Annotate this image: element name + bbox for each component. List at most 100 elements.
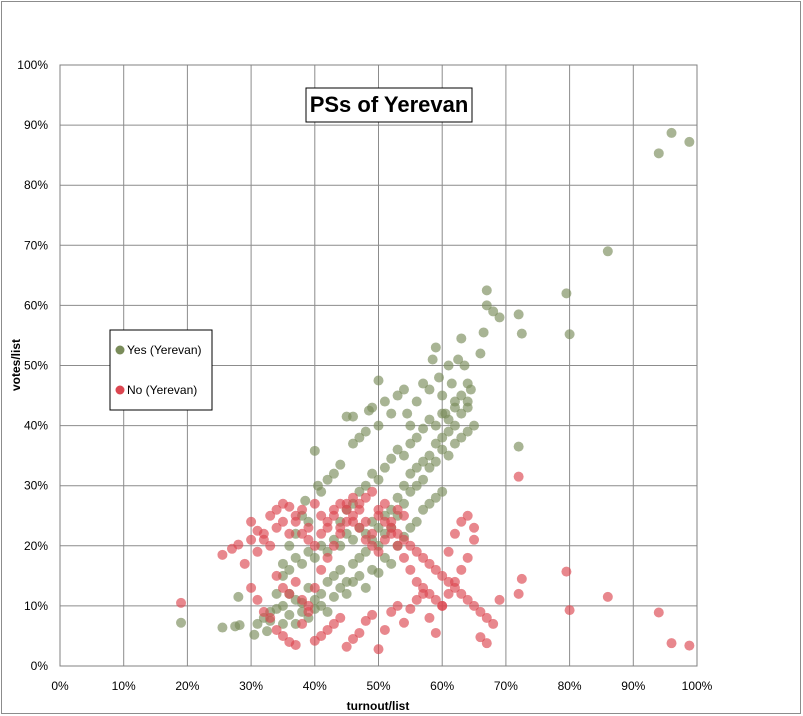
- point-no: [424, 612, 435, 623]
- point-no: [217, 549, 228, 560]
- point-yes: [249, 629, 260, 640]
- point-yes: [443, 414, 454, 425]
- x-axis-title: turnout/list: [347, 699, 410, 713]
- x-tick-label: 90%: [621, 679, 645, 693]
- point-yes: [284, 564, 295, 575]
- point-yes: [277, 618, 288, 629]
- point-no: [561, 566, 572, 577]
- point-no: [246, 534, 257, 545]
- point-yes: [316, 588, 327, 599]
- point-yes: [456, 390, 467, 401]
- point-no: [290, 639, 301, 650]
- point-yes: [341, 588, 352, 599]
- point-yes: [405, 438, 416, 449]
- point-yes: [367, 402, 378, 413]
- point-no: [494, 594, 505, 605]
- point-yes: [666, 127, 677, 138]
- point-yes: [335, 582, 346, 593]
- point-no: [258, 606, 269, 617]
- point-yes: [379, 396, 390, 407]
- point-no: [469, 600, 480, 611]
- y-axis-title: votes/list: [9, 339, 23, 391]
- point-yes: [379, 552, 390, 563]
- point-no: [297, 594, 308, 605]
- point-yes: [392, 390, 403, 401]
- point-yes: [322, 576, 333, 587]
- point-no: [328, 540, 339, 551]
- point-no: [373, 504, 384, 515]
- point-no: [265, 540, 276, 551]
- point-yes: [398, 450, 409, 461]
- point-yes: [271, 588, 282, 599]
- point-no: [456, 564, 467, 575]
- x-tick-label: 30%: [239, 679, 263, 693]
- chart-title: PSs of Yerevan: [310, 92, 469, 117]
- point-no: [290, 576, 301, 587]
- point-yes: [411, 432, 422, 443]
- point-no: [405, 564, 416, 575]
- point-no: [398, 617, 409, 628]
- point-yes: [481, 285, 492, 296]
- point-no: [411, 546, 422, 557]
- point-yes: [354, 486, 365, 497]
- point-yes: [430, 492, 441, 503]
- point-no: [316, 510, 327, 521]
- point-no: [284, 501, 295, 512]
- point-no: [405, 540, 416, 551]
- point-no: [386, 516, 397, 527]
- point-yes: [418, 423, 429, 434]
- point-yes: [348, 411, 359, 422]
- point-yes: [386, 408, 397, 419]
- point-no: [392, 504, 403, 515]
- legend-marker-no: [115, 385, 125, 395]
- point-yes: [411, 396, 422, 407]
- point-no: [354, 498, 365, 509]
- point-no: [449, 576, 460, 587]
- point-yes: [456, 408, 467, 419]
- point-yes: [430, 420, 441, 431]
- x-tick-label: 40%: [303, 679, 327, 693]
- point-no: [398, 552, 409, 563]
- point-yes: [348, 576, 359, 587]
- point-no: [367, 609, 378, 620]
- point-no: [488, 618, 499, 629]
- point-no: [309, 498, 320, 509]
- plot-border: [59, 64, 698, 667]
- point-no: [411, 576, 422, 587]
- plot-area: [59, 64, 698, 667]
- point-yes: [446, 378, 457, 389]
- point-yes: [392, 492, 403, 503]
- point-no: [348, 516, 359, 527]
- point-no: [322, 624, 333, 635]
- point-yes: [418, 456, 429, 467]
- point-yes: [348, 534, 359, 545]
- point-yes: [459, 360, 470, 371]
- x-tick-label: 60%: [430, 679, 454, 693]
- point-yes: [424, 414, 435, 425]
- point-yes: [430, 342, 441, 353]
- x-tick-label: 20%: [175, 679, 199, 693]
- point-no: [246, 582, 257, 593]
- y-axis-ticks: 0% 10% 20% 30% 40% 50% 60% 70% 80% 90% 100%: [17, 58, 48, 673]
- point-no: [348, 633, 359, 644]
- point-yes: [453, 354, 464, 365]
- point-yes: [430, 438, 441, 449]
- point-yes: [284, 609, 295, 620]
- point-no: [233, 539, 244, 550]
- point-no: [481, 612, 492, 623]
- y-tick-label: 20%: [24, 539, 48, 553]
- x-tick-label: 80%: [558, 679, 582, 693]
- point-no: [392, 540, 403, 551]
- point-yes: [234, 620, 245, 631]
- point-no: [379, 534, 390, 545]
- point-yes: [437, 408, 448, 419]
- y-tick-label: 40%: [24, 419, 48, 433]
- point-yes: [418, 474, 429, 485]
- point-yes: [335, 564, 346, 575]
- point-no: [252, 525, 263, 536]
- point-no: [392, 600, 403, 611]
- point-no: [373, 546, 384, 557]
- point-no: [411, 594, 422, 605]
- point-no: [367, 528, 378, 539]
